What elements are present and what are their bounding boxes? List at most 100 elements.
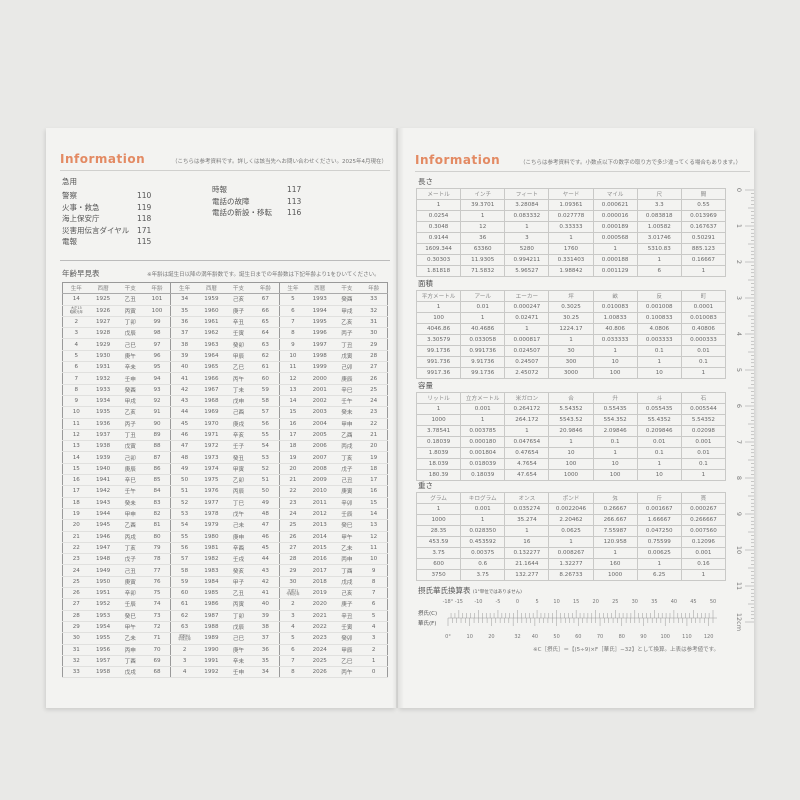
conversion-row: 3.75 0.00375 0.132277 0.008267 1 0.00625 0.001 [415,547,727,559]
era-year-cell: 30 [278,576,307,589]
zodiac-cell: 丁巳 [224,497,253,509]
western-year-cell: 1996 [306,327,334,340]
conversion-cell: 0.18039 [460,469,506,481]
conversion-cell: 0.001129 [592,265,638,277]
conversion-cell: 0.6 [460,558,506,570]
era-year-cell: 12 [62,429,90,442]
age-cell: 36 [252,644,280,656]
emergency-item: 火事・救急 119 [62,202,151,214]
era-year-cell: 15 [278,406,307,419]
zodiac-cell: 己亥 [333,587,361,600]
conversion-cell: 0.264172 [504,403,550,415]
conversion-cell: 0.083332 [504,210,550,222]
zodiac-cell: 壬辰 [333,508,361,521]
conversion-cell: 0.033058 [460,334,506,346]
conversion-cell: 0.083818 [636,210,682,222]
age-cell: 10 [360,553,388,566]
era-year-cell: 53 [170,508,198,521]
age-cell: 12 [360,531,388,543]
conversion-cell: 0.01 [680,345,727,357]
western-year-cell: 2001 [306,384,334,396]
age-cell: 32 [360,305,388,317]
age-cell: 90 [143,418,171,430]
conversion-cell: 0.000568 [592,232,638,244]
zodiac-cell: 壬子 [224,440,253,453]
era-year-cell: 13 [278,384,307,396]
western-year-cell: 2014 [306,531,334,543]
zodiac-cell: 乙巳 [224,361,253,374]
age-cell: 80 [143,531,171,543]
age-cell: 19 [360,451,388,464]
unit-header: 匁 [592,492,638,504]
western-year-cell: 2009 [306,474,334,487]
age-column-header: 年齢 [360,282,388,295]
conversion-row: 1 0.001 0.035274 0.0022046 0.26667 0.001667 0.… [415,503,727,515]
age-cell: 48 [252,508,280,521]
era-year-cell: 54 [170,519,198,532]
celsius-tick-label: -18° [443,599,454,605]
ruler-label: 8 [735,476,743,480]
conversion-cell: 0.003333 [636,334,682,346]
conversion-cell: 600 [415,558,462,570]
era-year-cell: 51 [170,485,198,498]
age-cell: 1 [360,655,388,668]
conversion-row: 991.736 9.91736 0.24507 300 10 1 0.1 [415,356,727,368]
celsius-tick-label: 10 [553,599,559,605]
age-table-row: 4 1929 己巳 97 38 1963 癸卯 63 9 1997 丁丑 29 [62,338,388,351]
age-cell: 23 [360,406,388,419]
age-column-header: 西暦 [89,282,117,295]
emergency-label: 火事・救急 [62,202,100,212]
age-cell: 0 [360,666,388,679]
unit-header: 米ガロン [504,392,550,404]
conversion-cell: 6.25 [636,569,682,581]
left-page-title: Information [60,152,146,166]
age-cell: 84 [143,485,171,498]
western-year-cell: 1949 [89,564,117,577]
conversion-cell: 1000 [592,569,638,581]
era-year-cell: 21 [278,474,307,487]
unit-header: オンス [504,492,550,504]
age-table-row: 18 1943 癸未 83 52 1977 丁巳 49 23 2011 辛卯 15 [62,497,388,509]
conversion-cell: 71.5832 [460,265,506,277]
western-year-cell: 1974 [197,463,225,476]
era-year-cell: 5 [278,632,307,645]
western-year-cell: 1948 [89,553,117,566]
age-cell: 33 [360,293,388,306]
era-year-cell: 45 [170,418,198,430]
age-cell: 29 [360,338,388,351]
conversion-cell: 100 [592,367,638,379]
western-year-cell: 1966 [197,372,225,385]
ruler-label: 2 [735,260,743,264]
era-year-cell: 27 [278,542,307,555]
conversion-cell: 0.18039 [415,436,462,448]
age-cell: 83 [143,497,171,509]
era-year-cell: 平成31 令和元年 [278,587,307,600]
western-year-cell: 1999 [306,361,334,374]
zodiac-cell: 丁酉 [333,564,361,577]
emergency-list-2: 時報 117 電話の故障 113 電話の新設・移転 116 [212,184,301,219]
age-cell: 16 [360,485,388,498]
conversion-cell: 0.010083 [592,301,638,313]
zodiac-cell: 丁丑 [116,429,144,442]
era-year-cell: 52 [170,497,198,509]
conversion-cell: 1 [460,514,506,526]
era-year-cell: 21 [62,531,90,543]
age-cell: 39 [252,610,280,622]
zodiac-cell: 辛未 [116,361,144,374]
emergency-heading: 急用 [62,177,77,186]
western-year-cell: 2002 [306,395,334,408]
era-year-cell: 29 [278,564,307,577]
conversion-table: 平方メートル アール エーカー坪畝反町 1 0.01 0.000247 0.3025 0.01… [415,290,727,379]
age-cell: 35 [252,655,280,668]
conversion-cell: 0.001 [460,503,506,515]
age-cell: 14 [360,508,388,521]
emergency-item: 時報 117 [212,184,301,196]
temperature-scale: -18° -15 -10 -5 0 5 10 15 20 25 30 35 40 45 50 0° 10 20 32… [443,599,717,640]
conversion-row: 4046.86 40.4686 1 1224.17 40.806 4.0806 0.4080… [415,323,727,335]
zodiac-cell: 甲午 [333,531,361,543]
conversion-cell: 0.001 [680,547,727,559]
conversion-cell: 0.167637 [680,221,727,233]
zodiac-cell: 戊寅 [333,350,361,363]
western-year-cell: 1941 [89,474,117,487]
zodiac-cell: 壬午 [333,395,361,408]
